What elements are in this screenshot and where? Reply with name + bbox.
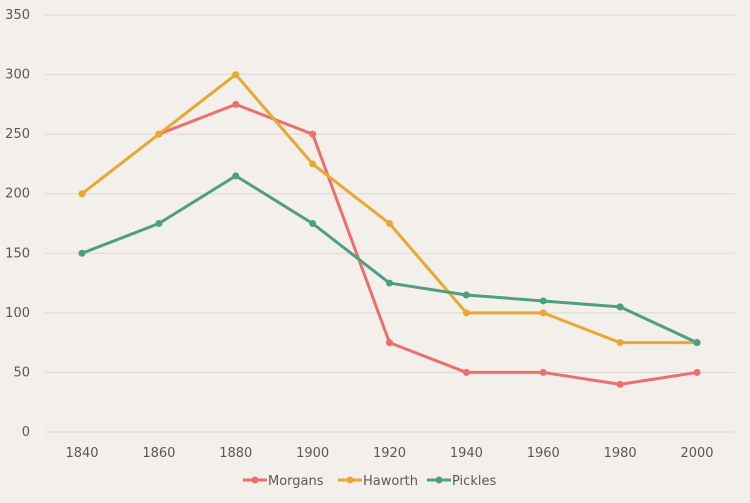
series-group bbox=[78, 71, 701, 388]
data-point-haworth bbox=[232, 71, 240, 79]
x-tick-label: 1940 bbox=[450, 446, 483, 461]
data-point-pickles bbox=[386, 279, 393, 287]
y-axis: 0 50 100 150 200 250 300 350 bbox=[5, 8, 30, 440]
x-tick-label: 1880 bbox=[219, 446, 252, 461]
x-axis: 1840 1860 1880 1900 1920 1940 1960 1980 2000 bbox=[65, 446, 713, 461]
data-point-morgans bbox=[462, 368, 470, 376]
data-point-pickles bbox=[309, 220, 317, 227]
data-point-haworth bbox=[155, 130, 163, 138]
legend-label-haworth: Haworth bbox=[363, 474, 418, 489]
x-tick-label: 1860 bbox=[142, 446, 175, 461]
x-tick-label: 2000 bbox=[680, 446, 713, 461]
data-point-morgans bbox=[539, 368, 547, 376]
data-point-morgans bbox=[386, 339, 393, 347]
x-tick-label: 1960 bbox=[527, 446, 560, 461]
data-point-haworth bbox=[386, 220, 393, 227]
y-tick-label: 50 bbox=[13, 365, 30, 380]
legend-marker-morgans bbox=[251, 476, 259, 484]
legend: Morgans Haworth Pickles bbox=[243, 474, 496, 489]
data-point-pickles bbox=[616, 303, 624, 311]
legend-marker-haworth bbox=[346, 476, 354, 484]
data-point-pickles bbox=[462, 291, 470, 299]
series-line-morgans bbox=[158, 102, 698, 386]
data-point-haworth bbox=[462, 309, 470, 317]
data-point-pickles bbox=[232, 172, 240, 180]
series-line-haworth bbox=[81, 73, 697, 345]
y-tick-label: 0 bbox=[22, 425, 30, 440]
y-tick-label: 100 bbox=[5, 306, 30, 321]
data-point-morgans bbox=[616, 380, 624, 388]
x-tick-label: 1920 bbox=[373, 446, 406, 461]
x-tick-label: 1900 bbox=[296, 446, 329, 461]
data-point-morgans bbox=[309, 130, 317, 138]
legend-label-morgans: Morgans bbox=[268, 474, 324, 489]
data-point-pickles bbox=[693, 339, 701, 347]
data-point-pickles bbox=[78, 249, 86, 257]
series-line-pickles bbox=[81, 174, 698, 345]
data-point-haworth bbox=[539, 309, 547, 317]
data-point-morgans bbox=[232, 100, 240, 108]
data-point-pickles bbox=[155, 220, 163, 227]
legend-label-pickles: Pickles bbox=[452, 474, 496, 489]
x-tick-label: 1840 bbox=[65, 446, 98, 461]
data-point-haworth bbox=[616, 339, 624, 347]
data-point-morgans bbox=[693, 368, 701, 376]
y-tick-label: 150 bbox=[5, 246, 30, 261]
y-tick-label: 350 bbox=[5, 8, 30, 23]
data-point-pickles bbox=[539, 297, 547, 305]
y-tick-label: 200 bbox=[5, 187, 30, 202]
x-tick-label: 1980 bbox=[604, 446, 637, 461]
data-point-haworth bbox=[78, 190, 86, 198]
y-tick-label: 250 bbox=[5, 127, 30, 142]
legend-marker-pickles bbox=[435, 476, 443, 484]
y-tick-label: 300 bbox=[5, 68, 30, 83]
data-point-haworth bbox=[309, 160, 317, 168]
